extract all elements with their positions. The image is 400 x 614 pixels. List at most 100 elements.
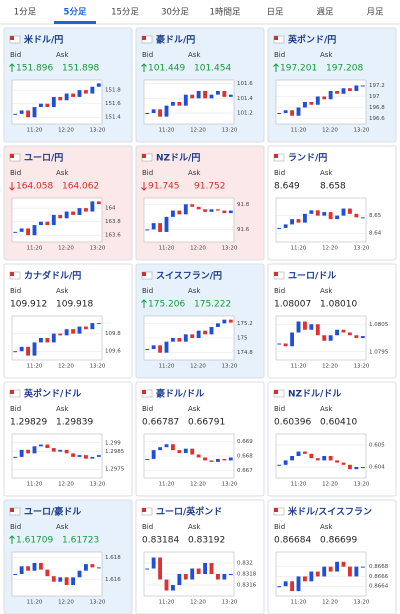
candle <box>360 566 365 568</box>
ask-label: Ask <box>320 523 333 531</box>
candle <box>222 319 227 324</box>
candle <box>145 349 150 350</box>
x-tick-label: 13:20 <box>222 246 238 252</box>
bid-value: 164.058 <box>16 182 53 192</box>
candle <box>177 574 182 585</box>
y-tick-label: 1.0795 <box>369 349 389 355</box>
flag-mark <box>274 390 278 394</box>
candle <box>84 326 88 330</box>
y-tick-label: 91.8 <box>237 202 250 208</box>
candle <box>39 338 43 343</box>
candle <box>64 211 69 219</box>
candle <box>164 579 169 591</box>
chart-frame <box>275 551 367 597</box>
candle <box>196 91 201 99</box>
x-tick-label: 11:20 <box>291 128 307 134</box>
candle <box>84 564 88 571</box>
ask-value: 91.752 <box>194 182 226 192</box>
candle <box>322 566 327 577</box>
candle <box>164 216 169 232</box>
candle <box>290 219 294 225</box>
candle <box>158 223 162 232</box>
x-tick-label: 12:20 <box>58 482 74 488</box>
candle <box>171 585 175 591</box>
candle <box>19 346 24 352</box>
candle <box>283 343 288 347</box>
candle <box>77 570 82 578</box>
candle <box>290 332 294 347</box>
candle <box>96 567 101 569</box>
candle <box>32 342 37 356</box>
candle <box>341 329 346 333</box>
candle <box>145 113 150 114</box>
candle <box>190 94 195 99</box>
candle <box>39 221 43 226</box>
x-tick-label: 12:20 <box>58 246 74 252</box>
bid-value: 109.912 <box>10 300 47 310</box>
tab[interactable]: 週足 <box>316 8 334 18</box>
tab[interactable]: 1時間足 <box>210 8 241 18</box>
x-tick-label: 11:20 <box>291 246 307 252</box>
candle <box>13 113 18 115</box>
bid-label: Bid <box>10 287 21 295</box>
candle <box>51 214 56 226</box>
candle <box>90 456 95 459</box>
chart-frame <box>275 197 367 243</box>
y-tick-label: 8.65 <box>369 213 382 219</box>
x-tick-label: 11:20 <box>159 482 175 488</box>
candle <box>196 454 201 458</box>
candle <box>228 210 233 214</box>
candle <box>190 334 195 338</box>
bid-label: Bid <box>142 405 153 413</box>
tab[interactable]: 30分足 <box>161 8 189 18</box>
candle <box>32 563 37 571</box>
candle <box>296 451 301 456</box>
x-tick-label: 13:20 <box>90 482 106 488</box>
tab[interactable]: 1分足 <box>14 8 37 18</box>
candle <box>354 467 359 470</box>
y-tick-label: 1.616 <box>105 577 121 583</box>
candle <box>164 105 169 117</box>
candle <box>196 206 201 210</box>
ask-value: 0.66791 <box>188 418 225 428</box>
candle <box>151 345 156 349</box>
bid-label: Bid <box>10 169 21 177</box>
ask-value: 101.454 <box>194 64 231 74</box>
x-tick-label: 13:20 <box>90 128 106 134</box>
tab[interactable]: 日足 <box>266 8 284 18</box>
y-tick-label: 174.8 <box>237 350 253 356</box>
candle <box>77 208 82 215</box>
candle <box>177 450 182 454</box>
candle <box>58 449 63 452</box>
bid-value: 8.649 <box>274 182 300 192</box>
pair-name: ユーロ/ドル <box>288 271 336 282</box>
x-tick-label: 12:20 <box>58 364 74 370</box>
candle <box>290 110 294 116</box>
candle <box>32 225 37 236</box>
candle <box>39 444 43 447</box>
bid-label: Bid <box>274 287 285 295</box>
tab[interactable]: 15分足 <box>111 8 139 18</box>
tab[interactable]: 5分足 <box>64 7 87 18</box>
candle <box>283 224 288 228</box>
candle <box>90 86 95 94</box>
x-tick-label: 11:20 <box>159 364 175 370</box>
ask-label: Ask <box>320 169 333 177</box>
ask-value: 197.208 <box>326 64 363 74</box>
bid-value: 175.206 <box>148 300 185 310</box>
candle <box>283 581 288 587</box>
tab[interactable]: 月足 <box>366 8 384 18</box>
candle <box>277 113 282 114</box>
x-tick-label: 12:20 <box>58 128 74 134</box>
flag-mark <box>142 154 146 158</box>
candle <box>45 569 50 577</box>
candle <box>32 446 37 454</box>
candle <box>13 351 18 353</box>
x-tick-label: 12:20 <box>190 246 206 252</box>
x-tick-label: 12:20 <box>322 482 338 488</box>
candle <box>335 329 339 336</box>
candle <box>303 321 307 330</box>
x-tick-label: 11:20 <box>159 128 175 134</box>
candle <box>158 447 162 451</box>
candle <box>209 327 214 335</box>
